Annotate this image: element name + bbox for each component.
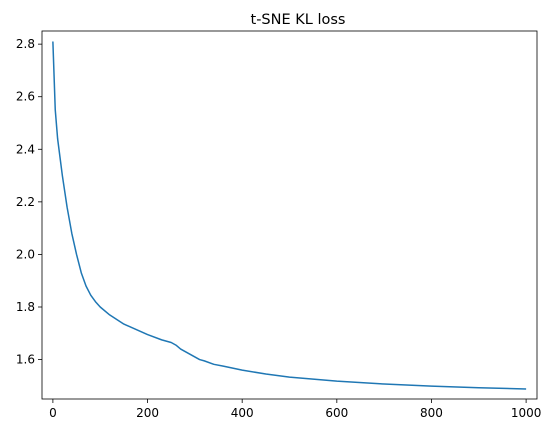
y-tick-label: 2.4 bbox=[16, 142, 35, 156]
x-axis: 0 200 400 600 800 1000 bbox=[49, 399, 541, 420]
y-tick-label: 1.8 bbox=[16, 300, 35, 314]
x-tick-label: 1000 bbox=[511, 406, 542, 420]
y-tick-label: 2.0 bbox=[16, 247, 35, 261]
y-tick-label: 1.6 bbox=[16, 353, 35, 367]
y-tick-label: 2.2 bbox=[16, 195, 35, 209]
series-layer bbox=[52, 41, 527, 390]
x-tick-label: 400 bbox=[231, 406, 254, 420]
y-axis: 1.6 1.8 2.0 2.2 2.4 2.6 2.8 bbox=[16, 37, 42, 367]
series-line bbox=[52, 41, 527, 390]
x-tick-label: 200 bbox=[136, 406, 159, 420]
x-tick-label: 800 bbox=[420, 406, 443, 420]
y-tick-label: 2.8 bbox=[16, 37, 35, 51]
plot-frame bbox=[41, 30, 538, 400]
x-tick-label: 0 bbox=[49, 406, 57, 420]
y-tick-label: 2.6 bbox=[16, 90, 35, 104]
x-tick-label: 600 bbox=[325, 406, 348, 420]
chart-title: t-SNE KL loss bbox=[251, 12, 346, 28]
